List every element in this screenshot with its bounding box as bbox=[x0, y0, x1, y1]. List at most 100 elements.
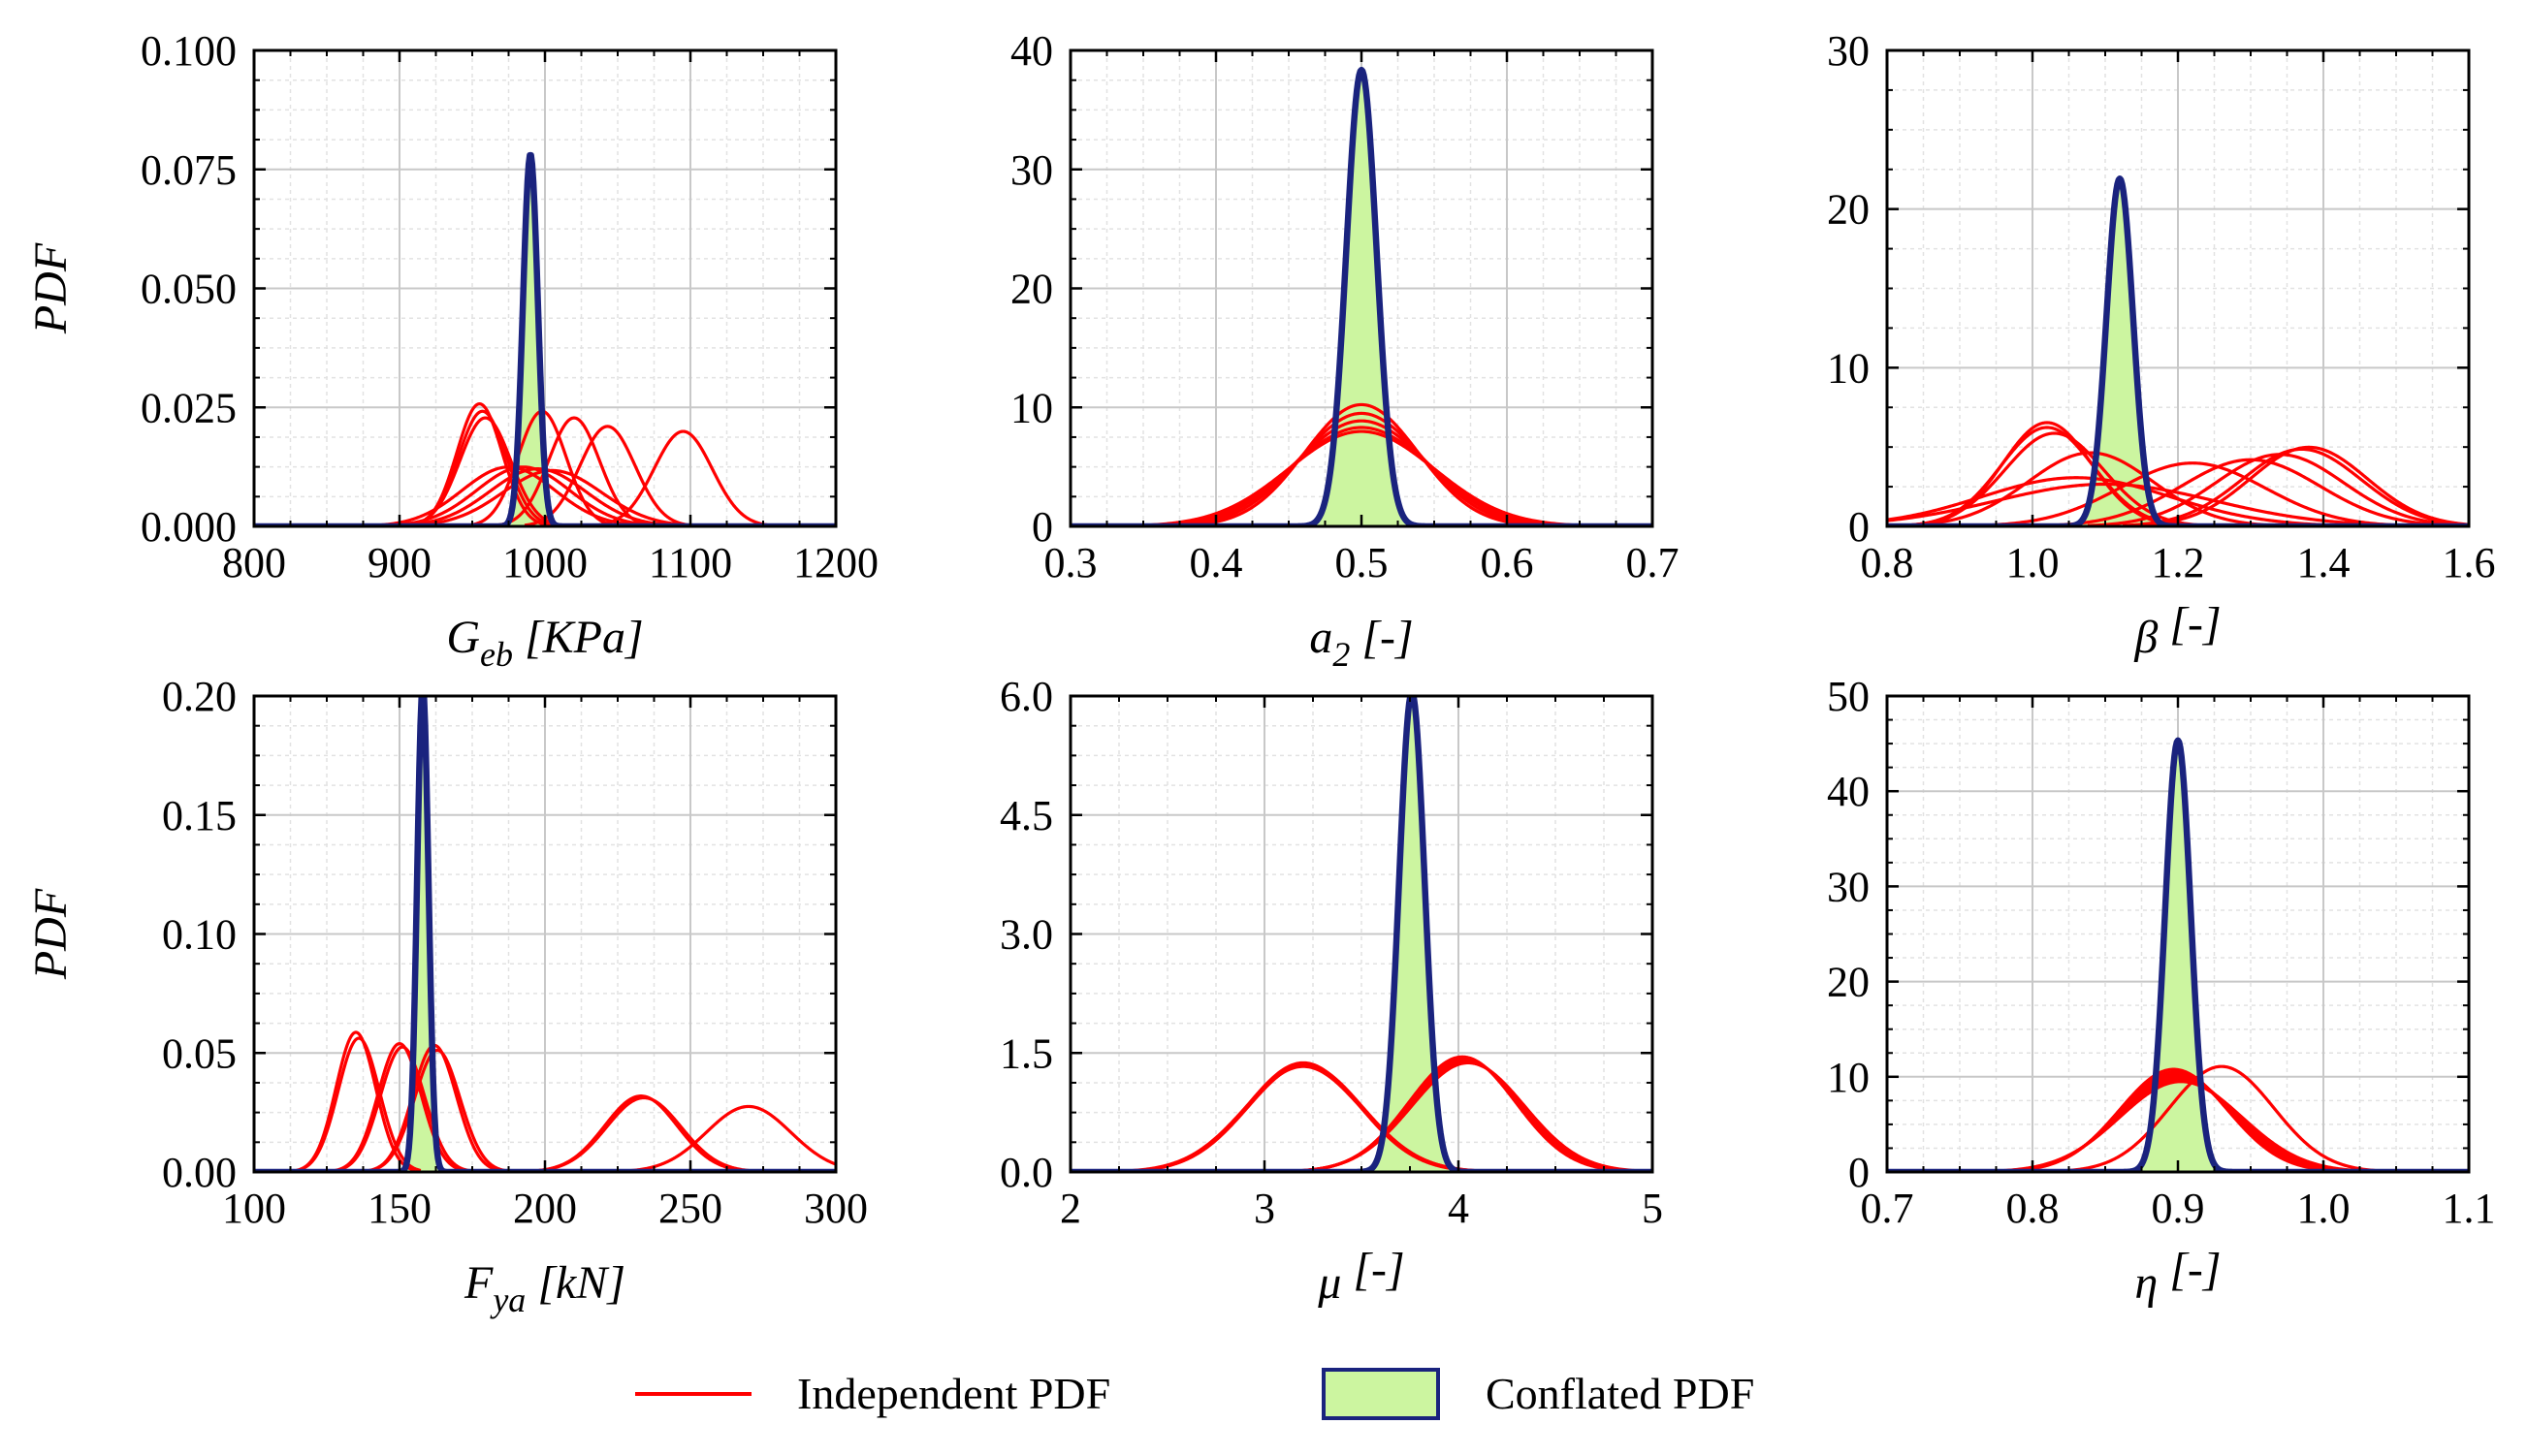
y-tick-label: 6.0 bbox=[1000, 673, 1053, 720]
y-axis-label: PDF bbox=[25, 242, 77, 334]
x-tick-label: 1.1 bbox=[2443, 1185, 2496, 1232]
x-tick-label: 4 bbox=[1448, 1185, 1469, 1232]
x-tick-label: 300 bbox=[804, 1185, 868, 1232]
plot-area bbox=[254, 151, 836, 526]
chart-panel-beta: 0.8 1.0 1.2 1.4 1.6 0 10 20 30 β [-] bbox=[1827, 27, 2496, 663]
chart-panel-g-eb: 800 900 1000 1100 1200 0.000 0.025 0.050 0.075 0.… bbox=[25, 27, 879, 674]
y-tick-label: 4.5 bbox=[1000, 792, 1053, 839]
y-tick-label: 20 bbox=[1827, 959, 1870, 1006]
x-tick-label: 0.8 bbox=[2006, 1185, 2060, 1232]
y-tick-label: 0 bbox=[1848, 503, 1870, 551]
independent-pdf-curve bbox=[1191, 402, 1532, 526]
independent-pdf-curve bbox=[368, 465, 650, 526]
independent-pdf-curve bbox=[1997, 1080, 2365, 1172]
x-axis-label-main: μ bbox=[1317, 1257, 1341, 1309]
x-axis-label: μ [-] bbox=[1317, 1244, 1404, 1309]
x-axis-label-unit: [-] bbox=[2158, 598, 2221, 649]
y-axis-label: PDF bbox=[25, 888, 77, 980]
y-tick-label: 0.0 bbox=[1000, 1149, 1053, 1196]
x-tick-label: 0.4 bbox=[1190, 539, 1243, 586]
x-axis-label-unit: [-] bbox=[1350, 612, 1413, 663]
y-tick-label: 0.15 bbox=[162, 792, 237, 839]
x-tick-label: 0.3 bbox=[1044, 539, 1098, 586]
independent-pdf-curve bbox=[407, 416, 563, 526]
plot-area bbox=[1887, 737, 2469, 1172]
x-tick-label: 2 bbox=[1060, 1185, 1081, 1232]
x-tick-label: 1.4 bbox=[2297, 539, 2351, 586]
x-tick-label: 1.0 bbox=[2006, 539, 2060, 586]
x-axis-label: a2 [-] bbox=[1309, 612, 1413, 674]
x-axis-label-sub: 2 bbox=[1332, 635, 1350, 674]
independent-pdf-curve bbox=[1300, 1057, 1628, 1172]
legend-label-conflated: Conflated PDF bbox=[1486, 1369, 1754, 1418]
chart-panel-mu: 2 3 4 5 0.0 1.5 3.0 4.5 6.0 μ [-] bbox=[1000, 673, 1663, 1309]
y-tick-label: 0.000 bbox=[141, 503, 237, 551]
x-axis-label-unit: [kN] bbox=[526, 1257, 625, 1309]
x-axis-label: Geb [KPa] bbox=[446, 612, 643, 674]
independent-pdf-curve bbox=[1142, 429, 1581, 526]
x-tick-label: 1100 bbox=[649, 539, 732, 586]
y-tick-label: 30 bbox=[1010, 146, 1053, 194]
x-tick-label: 0.5 bbox=[1335, 539, 1389, 586]
x-tick-label: 0.8 bbox=[1861, 539, 1914, 586]
panels: 800 900 1000 1100 12000.0000.0250.0500.0750.… bbox=[25, 27, 2496, 1319]
independent-pdf-curve bbox=[1165, 419, 1558, 526]
independent-pdf-curve bbox=[368, 1048, 507, 1172]
x-tick-label: 1.2 bbox=[2152, 539, 2205, 586]
x-tick-label: 800 bbox=[222, 539, 286, 586]
y-tick-label: 0.050 bbox=[141, 266, 237, 313]
x-axis-label-main: F bbox=[464, 1257, 494, 1309]
x-tick-label: 900 bbox=[368, 539, 432, 586]
conflated-pdf-fill bbox=[1887, 740, 2469, 1172]
x-tick-label: 0.7 bbox=[1861, 1185, 1914, 1232]
x-tick-label: 5 bbox=[1642, 1185, 1663, 1232]
x-axis-label-main: η bbox=[2134, 1257, 2158, 1309]
y-tick-label: 50 bbox=[1827, 673, 1870, 720]
conflated-pdf-curve bbox=[1887, 737, 2469, 1172]
conflated-pdf-curve bbox=[254, 151, 836, 526]
x-axis-label-unit: [-] bbox=[1341, 1244, 1404, 1295]
x-tick-label: 200 bbox=[513, 1185, 577, 1232]
independent-pdf-curve bbox=[2064, 1064, 2380, 1172]
y-tick-label: 40 bbox=[1010, 27, 1053, 75]
y-tick-label: 0.100 bbox=[141, 27, 237, 75]
conflated-pdf-curve bbox=[1071, 66, 1652, 526]
chart-panel-a-2: 0.3 0.4 0.5 0.6 0.7 0 10 20 30 40 a2 [-] bbox=[1010, 27, 1680, 674]
x-axis-label-sub: eb bbox=[480, 635, 513, 674]
y-tick-label: 0.05 bbox=[162, 1029, 237, 1077]
independent-pdf-curve bbox=[334, 1042, 465, 1172]
x-axis-label-main: β bbox=[2133, 612, 2158, 663]
independent-pdf-curve bbox=[1299, 1059, 1633, 1172]
x-axis-label-main: a bbox=[1309, 612, 1332, 663]
legend-patch-conflated bbox=[1322, 1368, 1440, 1420]
y-tick-label: 3.0 bbox=[1000, 911, 1053, 959]
plot-area bbox=[1071, 66, 1652, 526]
x-tick-label: 0.7 bbox=[1626, 539, 1680, 586]
y-tick-label: 0 bbox=[1032, 503, 1053, 551]
y-tick-label: 10 bbox=[1827, 344, 1870, 392]
independent-pdf-curve bbox=[1973, 461, 2412, 526]
x-tick-label: 1.0 bbox=[2297, 1185, 2351, 1232]
legend: Independent PDF Conflated PDF bbox=[635, 1368, 1754, 1420]
independent-pdf-curve bbox=[1903, 451, 2279, 526]
y-tick-label: 0.025 bbox=[141, 384, 237, 431]
legend-label-independent: Independent PDF bbox=[797, 1369, 1110, 1418]
y-tick-label: 0.10 bbox=[162, 911, 237, 959]
chart-panel-f-ya: 100 150 200 250 300 0.00 0.05 0.10 0.15 0.20 Fya [… bbox=[25, 673, 868, 1319]
x-axis-label-unit: [-] bbox=[2158, 1244, 2221, 1295]
y-tick-label: 10 bbox=[1010, 384, 1053, 431]
independent-pdf-curve bbox=[1887, 482, 2433, 526]
y-tick-label: 0.20 bbox=[162, 673, 237, 720]
independent-pdf-curve bbox=[295, 1036, 423, 1172]
independent-pdf-curve bbox=[393, 467, 683, 526]
x-axis-label: β [-] bbox=[2133, 598, 2221, 663]
x-axis-label-sub: ya bbox=[490, 1281, 526, 1319]
plot-area bbox=[254, 696, 836, 1172]
chart-panel-eta: 0.7 0.8 0.9 1.0 1.1 0 10 20 30 40 50 η [-] bbox=[1827, 673, 2496, 1309]
independent-pdf-curve bbox=[621, 1104, 836, 1172]
independent-pdf-curve bbox=[1298, 1060, 1638, 1172]
y-tick-label: 30 bbox=[1827, 27, 1870, 75]
y-tick-label: 1.5 bbox=[1000, 1029, 1053, 1077]
x-tick-label: 1200 bbox=[793, 539, 879, 586]
independent-pdf-curve bbox=[594, 429, 772, 526]
